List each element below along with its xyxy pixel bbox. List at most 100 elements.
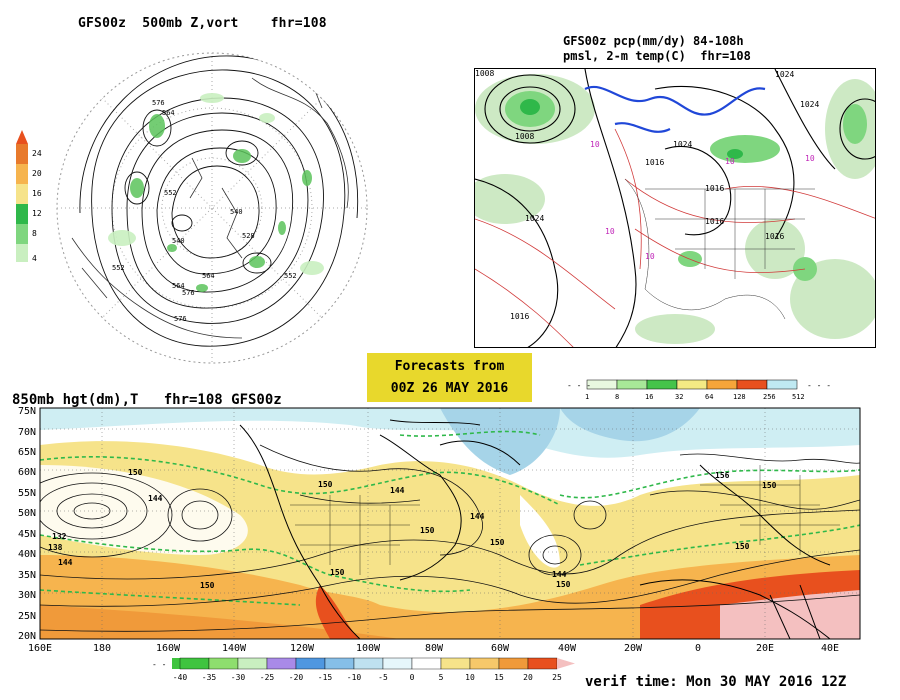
lon-60w: 60W bbox=[491, 643, 510, 653]
panel2-scale: - - - - - - 1 8 16 32 64 128 256 512 bbox=[565, 378, 845, 402]
panel2-title-line2: pmsl, 2-m temp(C) fhr=108 bbox=[563, 49, 751, 63]
panel3-map: 150 144 132 138 144 150 150 144 150 144 … bbox=[0, 405, 900, 653]
p2-temp-label: 10 bbox=[590, 140, 600, 149]
p3-label: 150 bbox=[200, 581, 215, 590]
lon-180: 180 bbox=[93, 643, 111, 653]
panel3-temp-scale: - - -40 -35 -30 -25 -20 -15 -10 -5 bbox=[150, 656, 580, 696]
p2-temp-label: 10 bbox=[605, 227, 615, 236]
panel3-title: 850mb hgt(dm),T fhr=108 GFS00z bbox=[12, 392, 282, 408]
p1-label: 564 bbox=[172, 282, 185, 290]
lat-75n: 75N bbox=[18, 406, 36, 417]
t-scale: 25 bbox=[552, 673, 562, 682]
p2-label: 1016 bbox=[705, 184, 724, 193]
p3-label: 150 bbox=[330, 568, 345, 577]
p1-label: 588 bbox=[157, 356, 170, 364]
p2-scale-1: 1 bbox=[585, 393, 589, 401]
p1-label: 576 bbox=[152, 99, 165, 107]
t-scale: -5 bbox=[378, 673, 388, 682]
t-scale: -15 bbox=[318, 673, 333, 682]
p1-scale-4: 4 bbox=[32, 254, 37, 263]
p1-scale-24: 24 bbox=[32, 149, 42, 158]
lat-20n: 20N bbox=[18, 631, 36, 642]
p3-label: 138 bbox=[48, 543, 63, 552]
p3-label: 156 bbox=[715, 471, 730, 480]
p3-label: 150 bbox=[735, 542, 750, 551]
p2-label: 1016 bbox=[765, 232, 784, 241]
p3-label: 150 bbox=[490, 538, 505, 547]
lat-30n: 30N bbox=[18, 590, 36, 601]
p1-label: 588 bbox=[317, 327, 330, 335]
p3-label: 144 bbox=[148, 494, 163, 503]
lat-45n: 45N bbox=[18, 529, 36, 540]
lat-50n: 50N bbox=[18, 508, 36, 519]
lat-65n: 65N bbox=[18, 447, 36, 458]
p2-scale-64: 64 bbox=[705, 393, 713, 401]
p1-label: 540 bbox=[172, 237, 185, 245]
p3-label: 132 bbox=[52, 532, 67, 541]
p2-label: 1024 bbox=[800, 100, 819, 109]
lon-160w: 160W bbox=[156, 643, 181, 653]
p2-label: 1016 bbox=[645, 158, 664, 167]
p2-label: 1008 bbox=[515, 132, 534, 141]
p2-scale-256: 256 bbox=[763, 393, 776, 401]
p1-label: 564 bbox=[202, 272, 215, 280]
p3-label: 144 bbox=[470, 512, 485, 521]
svg-text:- - -: - - - bbox=[807, 381, 831, 390]
p1-scale-16: 16 bbox=[32, 189, 42, 198]
p3-label: 150 bbox=[128, 468, 143, 477]
p3-label: 150 bbox=[318, 480, 333, 489]
p3-label: 150 bbox=[420, 526, 435, 535]
lat-55n: 55N bbox=[18, 488, 36, 499]
svg-text:144: 144 bbox=[552, 570, 567, 579]
p1-scale-20: 20 bbox=[32, 169, 42, 178]
p3-label: 144 bbox=[58, 558, 73, 567]
t-scale: 20 bbox=[523, 673, 533, 682]
lat-60n: 60N bbox=[18, 467, 36, 478]
t-scale: -10 bbox=[347, 673, 362, 682]
p2-label: 1008 bbox=[475, 69, 494, 78]
lon-100w: 100W bbox=[356, 643, 381, 653]
lon-40e: 40E bbox=[821, 643, 839, 653]
lon-40w: 40W bbox=[558, 643, 577, 653]
panel1-title: GFS00z 500mb Z,vort fhr=108 bbox=[78, 16, 327, 31]
lat-70n: 70N bbox=[18, 427, 36, 438]
p2-label: 1016 bbox=[510, 312, 529, 321]
p2-label: 1024 bbox=[673, 140, 692, 149]
lat-40n: 40N bbox=[18, 549, 36, 560]
p1-label: 552 bbox=[284, 272, 297, 280]
lon-120w: 120W bbox=[290, 643, 315, 653]
p1-label: 540 bbox=[230, 208, 243, 216]
panel1-map: 576 564 552 540 528 552 564 576 588 540 … bbox=[52, 38, 372, 378]
p2-temp-label: 10 bbox=[805, 154, 815, 163]
p1-label: 552 bbox=[112, 264, 125, 272]
t-scale: 5 bbox=[439, 673, 444, 682]
verif-time: verif time: Mon 30 MAY 2016 12Z bbox=[585, 674, 847, 690]
p1-label: 564 bbox=[162, 109, 175, 117]
panel2-map: 1008 1016 1024 1016 1024 1024 1008 1016 … bbox=[474, 68, 876, 348]
banner-line2: 00Z 26 MAY 2016 bbox=[390, 381, 509, 396]
lon-140w: 140W bbox=[222, 643, 247, 653]
p2-scale-16: 16 bbox=[645, 393, 653, 401]
p2-label: 1024 bbox=[775, 70, 794, 79]
p2-scale-32: 32 bbox=[675, 393, 683, 401]
svg-text:- -: - - bbox=[152, 660, 166, 669]
p2-temp-label: 10 bbox=[725, 157, 735, 166]
p2-scale-512: 512 bbox=[792, 393, 805, 401]
t-scale: -35 bbox=[202, 673, 217, 682]
p2-label: 1024 bbox=[525, 214, 544, 223]
t-scale: 0 bbox=[410, 673, 415, 682]
t-scale: 15 bbox=[494, 673, 504, 682]
p1-label: 528 bbox=[242, 232, 255, 240]
t-scale: -40 bbox=[173, 673, 188, 682]
lon-0: 0 bbox=[695, 643, 701, 653]
p1-label: 552 bbox=[164, 189, 177, 197]
lat-25n: 25N bbox=[18, 611, 36, 622]
t-scale: -30 bbox=[231, 673, 246, 682]
forecast-banner: Forecasts from 00Z 26 MAY 2016 bbox=[367, 353, 532, 402]
lon-20w: 20W bbox=[624, 643, 643, 653]
p1-label: 576 bbox=[174, 315, 187, 323]
lat-35n: 35N bbox=[18, 570, 36, 581]
lon-80w: 80W bbox=[425, 643, 444, 653]
p1-scale-12: 12 bbox=[32, 209, 42, 218]
banner-line1: Forecasts from bbox=[394, 359, 505, 374]
